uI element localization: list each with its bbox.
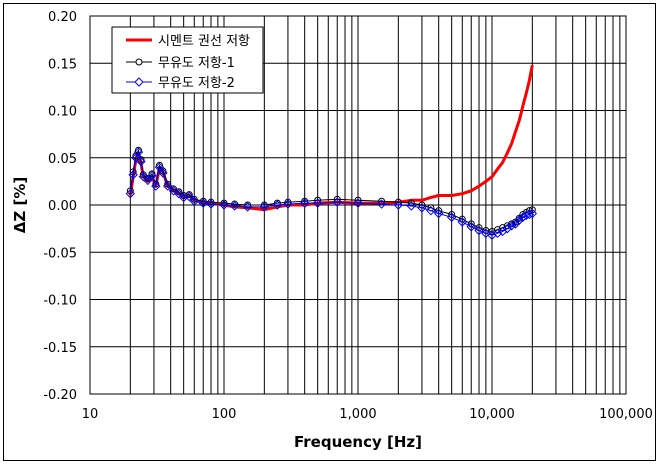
data-point bbox=[206, 199, 216, 209]
x-axis-title: Frequency [Hz] bbox=[294, 433, 422, 451]
data-point bbox=[417, 203, 427, 213]
data-point bbox=[457, 217, 467, 227]
data-point bbox=[199, 197, 207, 205]
y-tick-label: -0.05 bbox=[43, 246, 77, 261]
data-point bbox=[284, 198, 292, 206]
data-point bbox=[466, 222, 476, 232]
legend-marker-noninductive-2 bbox=[134, 77, 144, 87]
data-point bbox=[178, 192, 189, 203]
data-point bbox=[518, 212, 528, 222]
y-tick-label: -0.15 bbox=[43, 341, 77, 356]
data-point bbox=[528, 206, 536, 214]
data-point bbox=[259, 202, 270, 212]
data-point bbox=[332, 197, 342, 207]
legend: 시멘트 권선 저항 무유도 저항-1 무유도 저항-2 bbox=[111, 26, 264, 94]
data-point bbox=[474, 225, 484, 236]
data-point bbox=[273, 199, 281, 207]
data-point bbox=[151, 181, 161, 191]
data-point bbox=[125, 188, 136, 199]
data-point bbox=[158, 168, 168, 178]
legend-label-cement-wound: 시멘트 권선 저항 bbox=[158, 34, 250, 49]
data-point bbox=[154, 162, 165, 172]
data-point bbox=[524, 209, 535, 220]
data-point bbox=[174, 188, 184, 199]
data-point bbox=[312, 198, 323, 208]
series-3 bbox=[125, 147, 538, 240]
y-tick-label: -0.10 bbox=[43, 294, 77, 309]
legend-label-noninductive-1: 무유도 저항-1 bbox=[158, 56, 235, 71]
data-point bbox=[393, 200, 404, 210]
data-point bbox=[433, 208, 444, 219]
data-point bbox=[242, 202, 253, 212]
data-point bbox=[143, 175, 153, 186]
y-tick-label: 0.10 bbox=[48, 105, 77, 120]
data-point bbox=[147, 170, 157, 181]
data-point bbox=[527, 208, 538, 219]
y-tick-label: 0.15 bbox=[48, 57, 77, 72]
data-point bbox=[220, 199, 228, 207]
data-point bbox=[126, 187, 134, 195]
data-point bbox=[299, 198, 310, 208]
data-point bbox=[512, 218, 520, 226]
data-point bbox=[406, 201, 417, 211]
data-point bbox=[128, 170, 138, 180]
data-point bbox=[139, 171, 147, 179]
data-point bbox=[260, 201, 268, 209]
x-tick-labels: 10 100 1,000 10,000 100,000 bbox=[82, 407, 653, 422]
data-point bbox=[502, 223, 512, 234]
data-point bbox=[514, 215, 525, 225]
data-point bbox=[189, 196, 199, 206]
y-tick-label: -0.20 bbox=[43, 388, 77, 403]
plot-border bbox=[89, 15, 627, 395]
data-point bbox=[136, 156, 146, 167]
legend-marker-noninductive-1 bbox=[135, 58, 143, 66]
data-point bbox=[301, 197, 309, 205]
data-point bbox=[164, 180, 172, 188]
data-point bbox=[207, 198, 215, 206]
data-point bbox=[353, 198, 363, 208]
x-tick-label: 1,000 bbox=[339, 407, 376, 422]
data-point bbox=[426, 205, 436, 216]
data-point bbox=[272, 200, 283, 210]
data-point bbox=[185, 191, 193, 199]
data-point bbox=[219, 200, 229, 210]
x-tick-label: 10,000 bbox=[469, 407, 515, 422]
data-point bbox=[231, 200, 239, 208]
data-point bbox=[244, 201, 252, 209]
data-point bbox=[376, 199, 387, 209]
series-layer bbox=[125, 64, 538, 240]
data-point bbox=[283, 199, 293, 209]
data-point bbox=[133, 147, 144, 157]
y-axis-title: ΔZ [%] bbox=[11, 177, 29, 233]
data-point bbox=[481, 228, 491, 239]
y-tick-label: 0.20 bbox=[48, 10, 77, 25]
data-point bbox=[190, 195, 198, 203]
data-point bbox=[506, 221, 517, 231]
data-point bbox=[168, 186, 179, 196]
y-tick-labels: -0.20 -0.15 -0.10 -0.05 0.00 0.05 0.10 0.15 0.20 bbox=[43, 10, 77, 403]
x-tick-label: 100 bbox=[212, 407, 237, 422]
y-tick-label: 0.00 bbox=[48, 199, 77, 214]
data-point bbox=[229, 201, 240, 211]
legend-label-noninductive-2: 무유도 저항-2 bbox=[158, 76, 235, 91]
x-tick-label: 10 bbox=[82, 407, 99, 422]
data-point bbox=[446, 212, 457, 222]
x-tick-label: 100,000 bbox=[599, 407, 653, 422]
data-point bbox=[162, 181, 173, 191]
data-point bbox=[198, 198, 208, 208]
y-tick-label: 0.05 bbox=[48, 152, 77, 167]
data-point bbox=[525, 207, 533, 215]
data-point bbox=[184, 191, 194, 202]
data-point bbox=[499, 224, 507, 232]
data-point bbox=[492, 228, 503, 239]
